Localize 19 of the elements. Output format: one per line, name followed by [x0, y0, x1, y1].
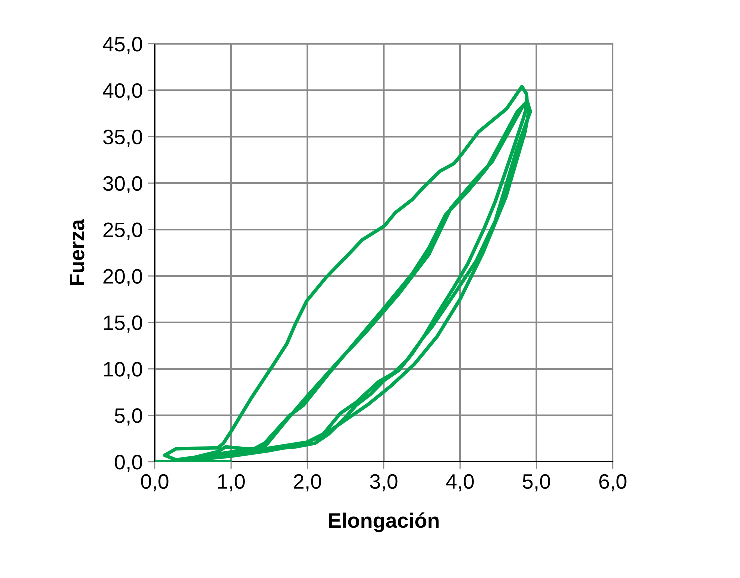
y-tick-label: 35,0	[103, 130, 142, 148]
y-tick-label: 30,0	[103, 176, 142, 194]
y-tick-label: 20,0	[104, 269, 142, 286]
x-axis-title: Elongación	[329, 512, 439, 532]
x-tick-label: 1,0	[218, 474, 245, 492]
y-axis-title: Fuerza	[70, 219, 85, 286]
y-tick-label: 5,0	[115, 408, 142, 426]
y-tick-label: 40,0	[103, 83, 142, 101]
x-tick-label: 5,0	[523, 474, 550, 492]
y-tick-label: 15,0	[104, 316, 142, 333]
y-tick-label: 25,0	[104, 222, 142, 240]
y-tick-label: 10,0	[104, 362, 142, 380]
x-tick-label: 2,0	[294, 474, 322, 492]
y-tick-label: 45,0	[103, 37, 142, 54]
x-tick-label: 0,0	[141, 474, 169, 492]
x-tick-label: 3,0	[370, 474, 398, 492]
y-tick-label: 0,0	[115, 455, 142, 472]
x-tick-label: 4,0	[446, 474, 474, 492]
x-tick-label: 6,0	[600, 474, 627, 492]
